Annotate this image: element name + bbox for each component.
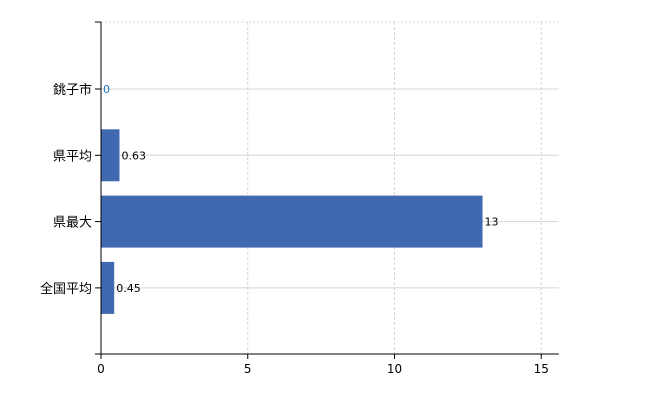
bar [101,129,120,182]
data-label: 0 [103,83,110,96]
data-label: 13 [485,216,499,229]
y-tick-label: 全国平均 [40,281,92,297]
y-tick-label: 県最大 [53,216,92,231]
data-label: 0.63 [121,149,146,162]
x-tick-label: 10 [387,362,402,376]
y-tick-label: 県平均 [53,149,92,164]
x-tick-label: 15 [534,362,549,376]
x-tick-label: 0 [97,362,105,376]
bar [101,261,115,314]
y-tick-label: 銚子市 [53,82,92,98]
x-tick-label: 5 [244,362,252,376]
data-label: 0.45 [116,282,140,295]
bar [101,195,483,248]
